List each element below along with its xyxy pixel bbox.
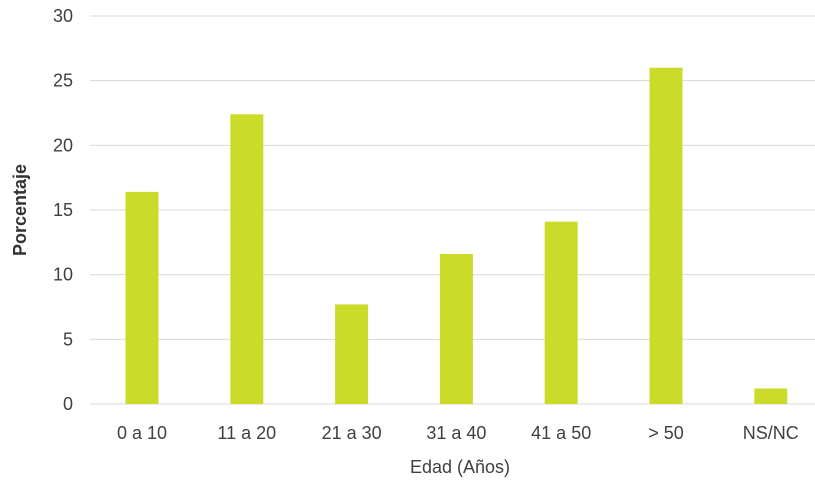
y-tick-label: 15 [53,200,73,220]
bars [125,67,788,404]
x-axis-title: Edad (Años) [410,457,510,477]
y-tick-label: 20 [53,135,73,155]
y-axis-ticks: 0 5 10 15 20 25 30 [53,6,73,414]
x-tick-label: NS/NC [743,423,799,443]
bar [649,67,683,404]
x-tick-label: 41 a 50 [531,423,591,443]
y-tick-label: 25 [53,71,73,91]
x-axis-ticks: 0 a 10 11 a 20 21 a 30 31 a 40 41 a 50 > 50 NS… [117,423,799,443]
x-tick-label: 11 a 20 [217,423,276,443]
y-tick-label: 0 [63,394,73,414]
y-axis-title: Porcentaje [10,164,30,256]
x-tick-label: 21 a 30 [322,423,382,443]
bar [335,304,369,404]
bar [439,253,473,404]
bar [230,114,264,404]
y-tick-label: 30 [53,6,73,26]
x-tick-label: 0 a 10 [117,423,167,443]
x-tick-label: 31 a 40 [426,423,486,443]
bar [544,221,578,404]
bar [754,388,788,404]
y-tick-label: 10 [53,265,73,285]
bar [125,191,159,404]
y-tick-label: 5 [63,329,73,349]
x-tick-label: > 50 [648,423,684,443]
